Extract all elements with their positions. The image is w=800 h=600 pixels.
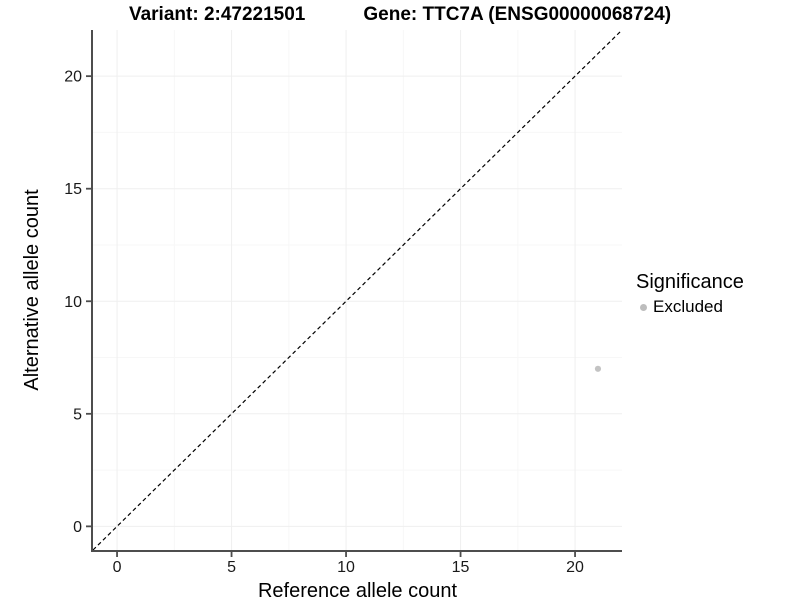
x-tick-label: 5 <box>227 559 236 576</box>
legend-item-excluded: Excluded <box>636 297 744 317</box>
x-tick-label: 0 <box>113 559 122 576</box>
legend-title: Significance <box>636 271 744 293</box>
legend-item-label: Excluded <box>653 297 723 316</box>
x-tick-label: 20 <box>566 559 584 576</box>
x-tick-label: 10 <box>337 559 355 576</box>
y-tick-label: 0 <box>73 519 82 536</box>
plot-title: Variant: 2:47221501 Gene: TTC7A (ENSG000… <box>0 4 800 26</box>
y-axis-title: Alternative allele count <box>21 189 43 391</box>
plot-panel: 0 5 10 15 20 0 5 10 15 20 Reference allele count Al… <box>21 29 623 600</box>
identity-line <box>92 29 623 551</box>
x-tick-label: 15 <box>452 559 470 576</box>
y-tick-label: 10 <box>64 294 82 311</box>
legend-point-icon <box>640 303 647 311</box>
plot-canvas: 0 5 10 15 20 0 5 10 15 20 Reference allele count Al… <box>21 29 623 600</box>
data-point <box>594 365 602 372</box>
plot-title-gene: Gene: TTC7A (ENSG00000068724) <box>363 4 672 25</box>
y-tick-label: 15 <box>64 181 82 198</box>
plot-title-variant: Variant: 2:47221501 <box>128 4 306 25</box>
x-axis-title: Reference allele count <box>258 580 457 600</box>
y-tick-label: 20 <box>64 69 82 86</box>
legend: Significance Excluded <box>636 271 744 317</box>
y-tick-label: 5 <box>73 406 82 423</box>
